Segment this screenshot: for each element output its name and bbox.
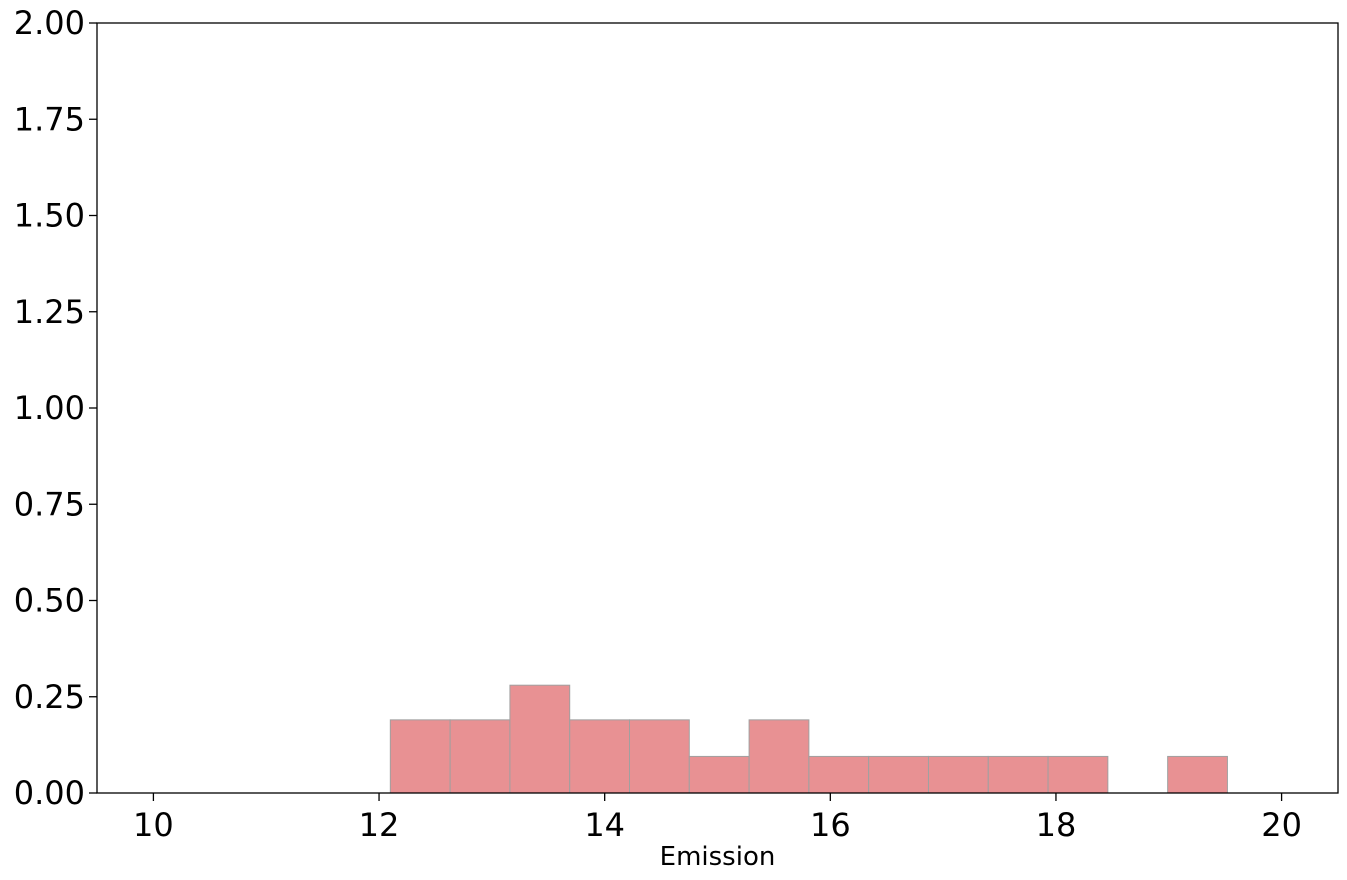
histogram-bar — [569, 719, 631, 794]
x-tick-label: 18 — [1036, 806, 1077, 844]
histogram-bar — [868, 755, 929, 794]
histogram-bar — [449, 719, 511, 794]
histogram-bar — [1167, 755, 1228, 794]
histogram-bar — [927, 755, 989, 794]
y-tick-label: 2.00 — [14, 4, 85, 42]
x-tick-label: 10 — [133, 806, 174, 844]
y-tick-label: 0.75 — [14, 485, 85, 523]
histogram-bar — [987, 755, 1049, 794]
histogram-bar — [389, 719, 451, 794]
y-tick-label: 1.00 — [14, 389, 85, 427]
y-tick-label: 1.25 — [14, 293, 85, 331]
y-tick-label: 1.75 — [14, 100, 85, 138]
y-tick-label: 0.00 — [14, 774, 85, 812]
histogram-bar — [688, 755, 750, 794]
y-axis: 0.00 0.25 0.50 0.75 1.00 1.25 1.50 1.75 2.00 — [14, 4, 97, 812]
histogram-bar — [808, 755, 870, 794]
x-tick-label: 12 — [359, 806, 400, 844]
y-tick-label: 1.50 — [14, 197, 85, 235]
y-tick-label: 0.25 — [14, 678, 85, 716]
x-axis: 10 12 14 16 18 20 — [133, 793, 1302, 844]
x-axis-label: Emission — [660, 842, 776, 872]
plot-frame — [96, 22, 1339, 794]
bars-layer — [389, 684, 1228, 794]
y-tick-label: 0.50 — [14, 582, 85, 620]
histogram-bar — [629, 719, 690, 794]
histogram-bar — [509, 684, 571, 794]
x-tick-label: 20 — [1261, 806, 1302, 844]
x-tick-label: 16 — [810, 806, 851, 844]
histogram-bar — [748, 719, 810, 794]
histogram-bar — [1047, 755, 1109, 794]
x-tick-label: 14 — [584, 806, 625, 844]
